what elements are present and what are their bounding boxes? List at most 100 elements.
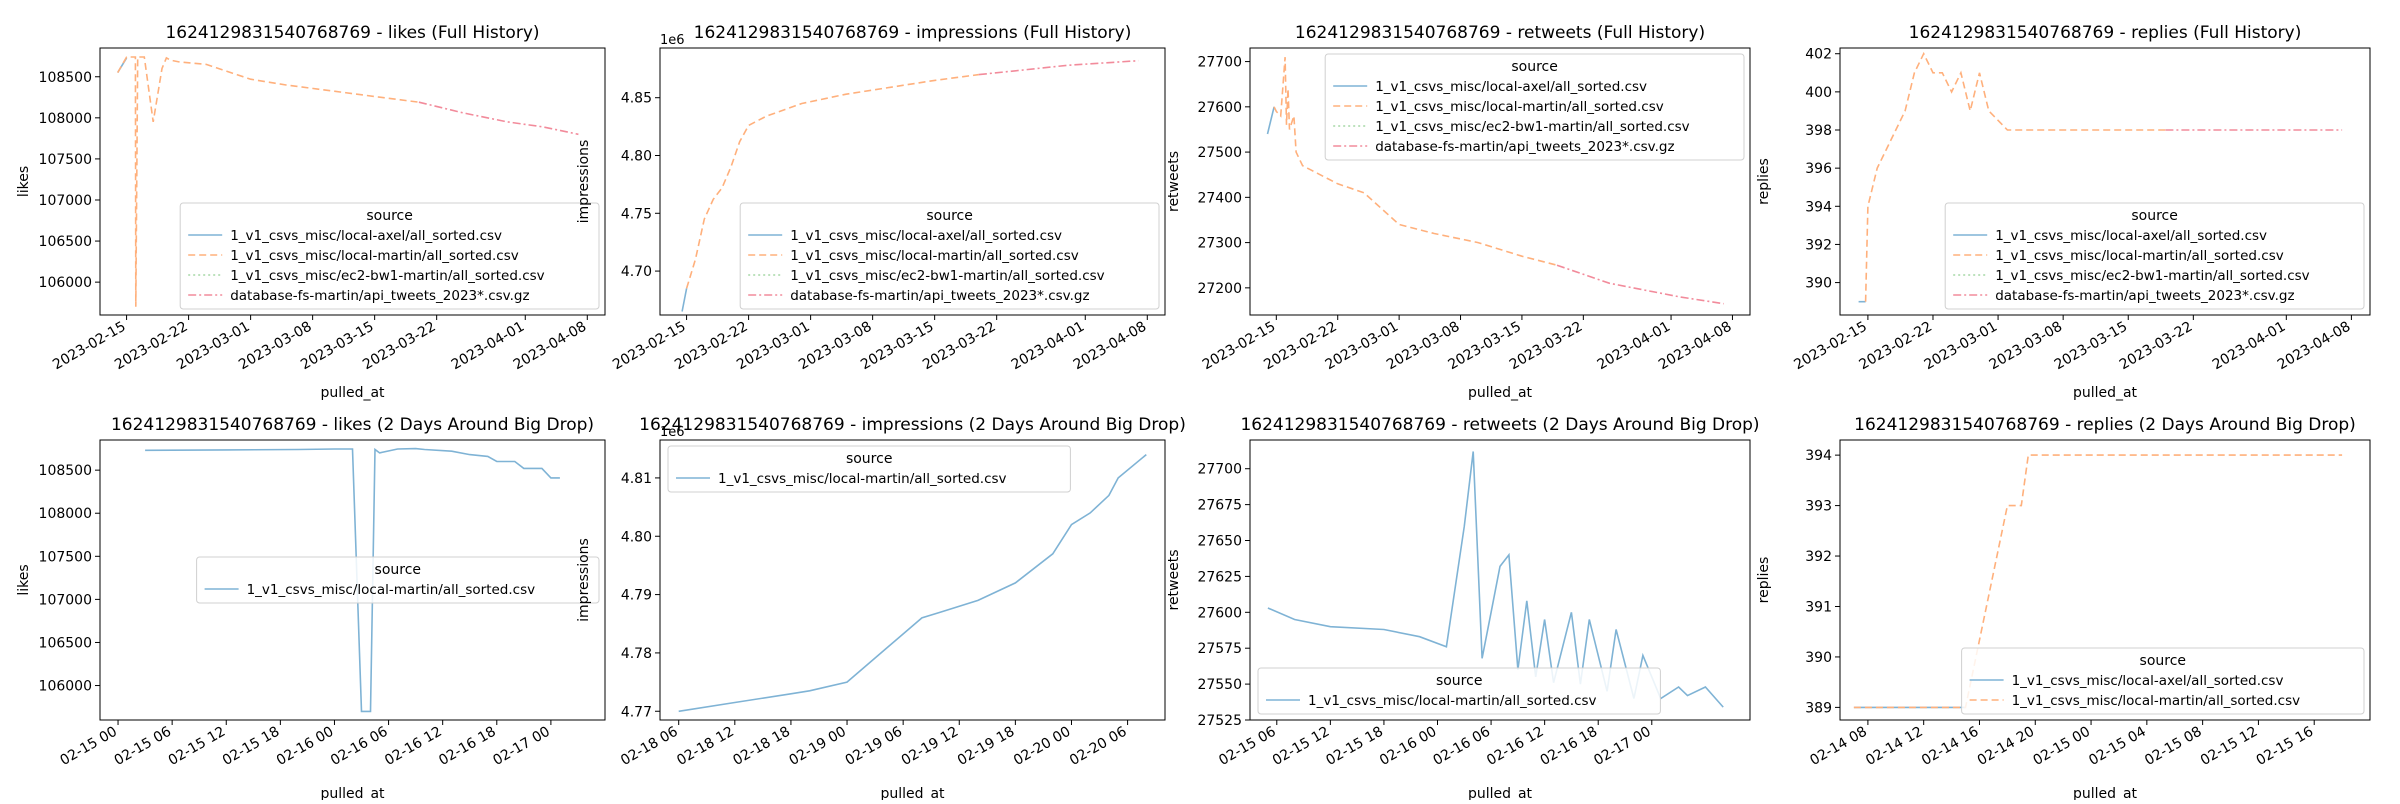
y-axis-label: replies xyxy=(1756,557,1772,604)
y-tick-label: 389 xyxy=(1805,700,1832,716)
legend-title: source xyxy=(1436,673,1483,689)
x-tick-label: 02-14 12 xyxy=(1863,724,1926,769)
chart-title: 1624129831540768769 - likes (2 Days Arou… xyxy=(111,415,594,435)
legend-entry: database-fs-martin/api_tweets_2023*.csv.… xyxy=(230,288,529,304)
legend-entry: 1_v1_csvs_misc/local-martin/all_sorted.c… xyxy=(247,582,536,598)
chart-panel: 1624129831540768769 - impressions (Full … xyxy=(576,23,1166,373)
legend-box xyxy=(196,556,600,604)
y-axis-label: likes xyxy=(16,166,32,197)
plot-frame xyxy=(1839,47,2371,316)
x-tick-label: 02-19 06 xyxy=(843,724,906,769)
series-line xyxy=(1273,57,1558,266)
y-tick-label: 390 xyxy=(1805,276,1832,292)
legend: source 1_v1_csvs_misc/local-axel/all_sort… xyxy=(1324,53,1745,161)
x-tick-label: 02-17 00 xyxy=(1591,724,1654,769)
plot-frame xyxy=(99,47,606,316)
legend-entry: 1_v1_csvs_misc/local-axel/all_sorted.csv xyxy=(2012,673,2284,689)
legend-entry: 1_v1_csvs_misc/local-martin/all_sorted.c… xyxy=(718,471,1007,487)
legend: source 1_v1_csvs_misc/local-martin/all_so… xyxy=(1257,667,1661,715)
x-tick-label: 02-16 18 xyxy=(1538,724,1601,769)
x-tick-label: 2023-04-01 xyxy=(2210,319,2288,374)
x-tick-label: 02-16 12 xyxy=(382,724,445,769)
y-tick-label: 4.79 xyxy=(621,588,652,604)
y-axis-label: replies xyxy=(1756,158,1772,205)
x-tick-label: 02-15 12 xyxy=(1270,724,1333,769)
legend: source 1_v1_csvs_misc/local-martin/all_so… xyxy=(196,556,600,604)
chart-panel: 1624129831540768769 - retweets (2 Days A… xyxy=(1166,415,1760,802)
legend: source 1_v1_csvs_misc/local-martin/all_so… xyxy=(667,445,1071,493)
chart-panel: 1624129831540768769 - replies (2 Days Ar… xyxy=(1756,415,2371,802)
y-tick-label: 4.80 xyxy=(621,529,652,545)
plot-frame xyxy=(1839,439,2371,721)
series-line xyxy=(978,59,1139,76)
x-tick-label: 02-15 18 xyxy=(220,724,283,769)
chart-title: 1624129831540768769 - impressions (Full … xyxy=(694,23,1132,43)
y-tick-label: 27675 xyxy=(1197,498,1242,514)
plot-frame xyxy=(99,439,606,721)
legend-title: source xyxy=(375,562,422,578)
legend-entry: 1_v1_csvs_misc/local-axel/all_sorted.csv xyxy=(230,228,502,244)
series-line xyxy=(1556,264,1724,305)
legend-box xyxy=(1961,647,2365,715)
y-tick-label: 391 xyxy=(1805,599,1832,615)
y-tick-label: 106500 xyxy=(39,635,92,651)
x-tick-label: 02-19 18 xyxy=(955,724,1018,769)
legend-box xyxy=(1324,53,1745,161)
x-axis-label: pulled_at xyxy=(320,385,385,401)
y-axis-label: impressions xyxy=(576,538,592,622)
plot-frame xyxy=(1249,47,1751,316)
y-tick-label: 27550 xyxy=(1197,677,1242,693)
y-tick-label: 27525 xyxy=(1197,713,1242,729)
x-tick-label: 02-18 06 xyxy=(618,724,681,769)
y-tick-label: 4.85 xyxy=(621,91,652,107)
legend: source 1_v1_csvs_misc/local-axel/all_sort… xyxy=(1944,202,2365,310)
legend-entry: database-fs-martin/api_tweets_2023*.csv.… xyxy=(1995,288,2294,304)
y-tick-label: 4.81 xyxy=(621,471,652,487)
x-tick-label: 02-15 16 xyxy=(2254,724,2317,769)
legend-entry: 1_v1_csvs_misc/ec2-bw1-martin/all_sorted… xyxy=(1995,268,2309,284)
y-tick-label: 108500 xyxy=(39,463,92,479)
y-tick-label: 4.78 xyxy=(621,646,652,662)
series-line xyxy=(1864,51,2166,302)
x-tick-label: 02-19 12 xyxy=(899,724,962,769)
chart-panel: 1624129831540768769 - likes (2 Days Arou… xyxy=(16,415,606,802)
x-axis-label: pulled_at xyxy=(2073,385,2138,401)
series-line xyxy=(145,447,560,713)
y-tick-label: 108000 xyxy=(39,111,92,127)
y-tick-label: 392 xyxy=(1805,549,1832,565)
y-axis-label: retweets xyxy=(1166,549,1182,610)
y-tick-label: 4.75 xyxy=(621,206,652,222)
x-tick-label: 02-19 00 xyxy=(787,724,850,769)
x-tick-label: 02-15 00 xyxy=(58,724,121,769)
legend-title: source xyxy=(2131,208,2178,224)
y-tick-label: 400 xyxy=(1805,85,1832,101)
y-tick-label: 393 xyxy=(1805,499,1832,515)
x-tick-label: 02-16 12 xyxy=(1484,724,1547,769)
y-tick-label: 27700 xyxy=(1197,55,1242,71)
x-tick-label: 02-18 12 xyxy=(674,724,737,769)
x-tick-label: 02-16 00 xyxy=(274,724,337,769)
legend-entry: 1_v1_csvs_misc/local-martin/all_sorted.c… xyxy=(2012,693,2301,709)
series-line xyxy=(117,56,420,307)
x-tick-label: 02-16 18 xyxy=(436,724,499,769)
y-tick-label: 396 xyxy=(1805,161,1832,177)
x-tick-label: 02-20 00 xyxy=(1011,724,1074,769)
y-tick-label: 27650 xyxy=(1197,534,1242,550)
y-tick-label: 402 xyxy=(1805,47,1832,63)
legend-box xyxy=(739,202,1160,310)
y-tick-label: 107000 xyxy=(39,193,92,209)
x-axis-label: pulled_at xyxy=(1468,385,1533,401)
x-tick-label: 02-16 00 xyxy=(1377,724,1440,769)
y-tick-label: 106500 xyxy=(39,234,92,250)
legend-entry: 1_v1_csvs_misc/local-martin/all_sorted.c… xyxy=(1995,248,2284,264)
y-tick-label: 107000 xyxy=(39,592,92,608)
chart-panel: 1624129831540768769 - likes (Full Histor… xyxy=(16,23,606,401)
x-tick-label: 02-14 20 xyxy=(1975,724,2038,769)
x-tick-label: 02-15 08 xyxy=(2142,724,2205,769)
y-tick-label: 27700 xyxy=(1197,462,1242,478)
legend-title: source xyxy=(366,208,413,224)
y-axis-label: impressions xyxy=(576,140,592,224)
x-tick-label: 2023-04-08 xyxy=(2275,319,2353,374)
